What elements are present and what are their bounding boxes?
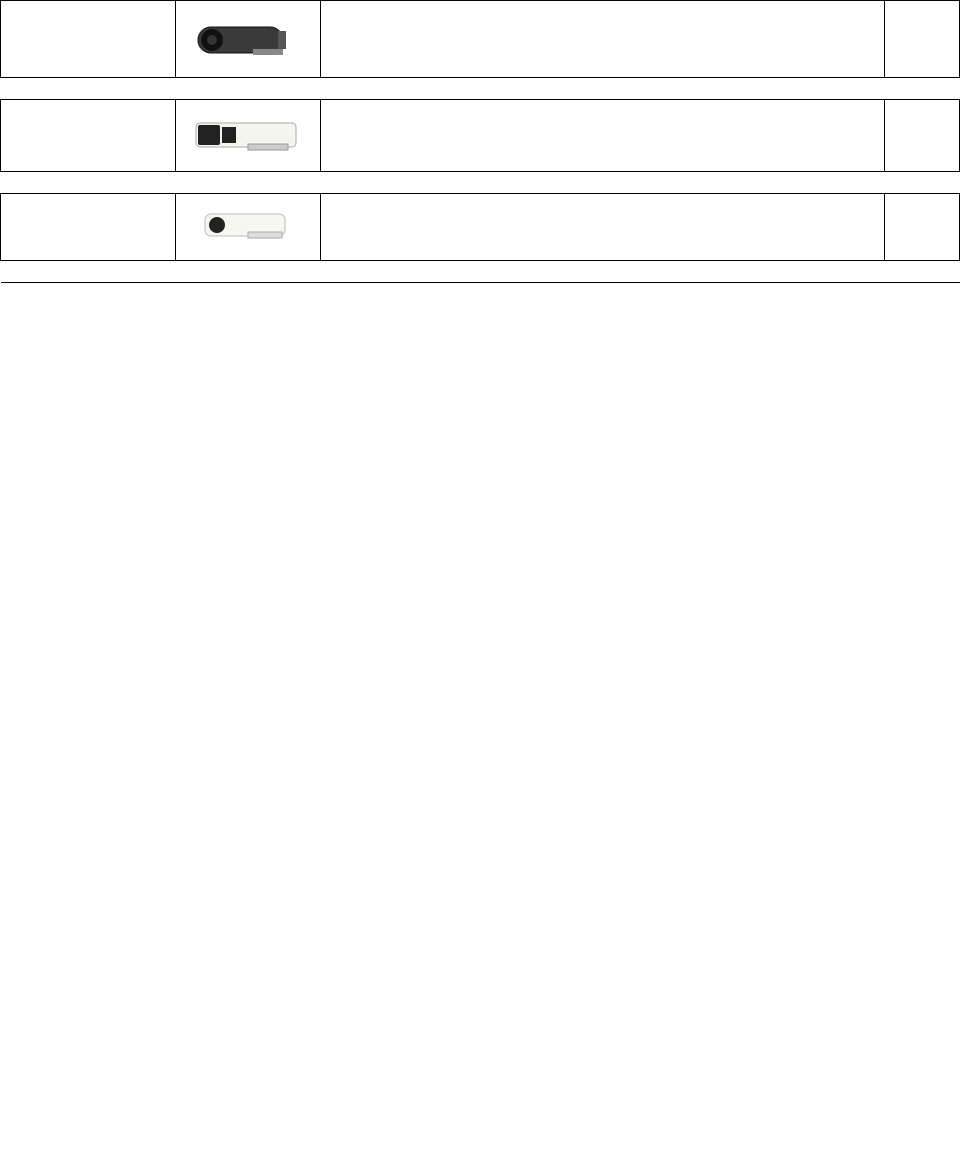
row-spacer <box>1 261 960 283</box>
product-row <box>1 1 960 78</box>
product-image <box>176 1 321 78</box>
product-ref <box>1 194 176 261</box>
product-description <box>321 194 885 261</box>
product-ref <box>1 100 176 172</box>
product-image <box>176 194 321 261</box>
product-price <box>885 100 960 172</box>
product-price <box>885 194 960 261</box>
product-price <box>885 1 960 78</box>
product-ref <box>1 1 176 78</box>
product-row <box>1 194 960 261</box>
product-description <box>321 1 885 78</box>
catalog-table <box>0 0 960 283</box>
row-spacer <box>1 78 960 100</box>
product-description <box>321 100 885 172</box>
product-image <box>176 100 321 172</box>
row-spacer <box>1 172 960 194</box>
product-row <box>1 100 960 172</box>
